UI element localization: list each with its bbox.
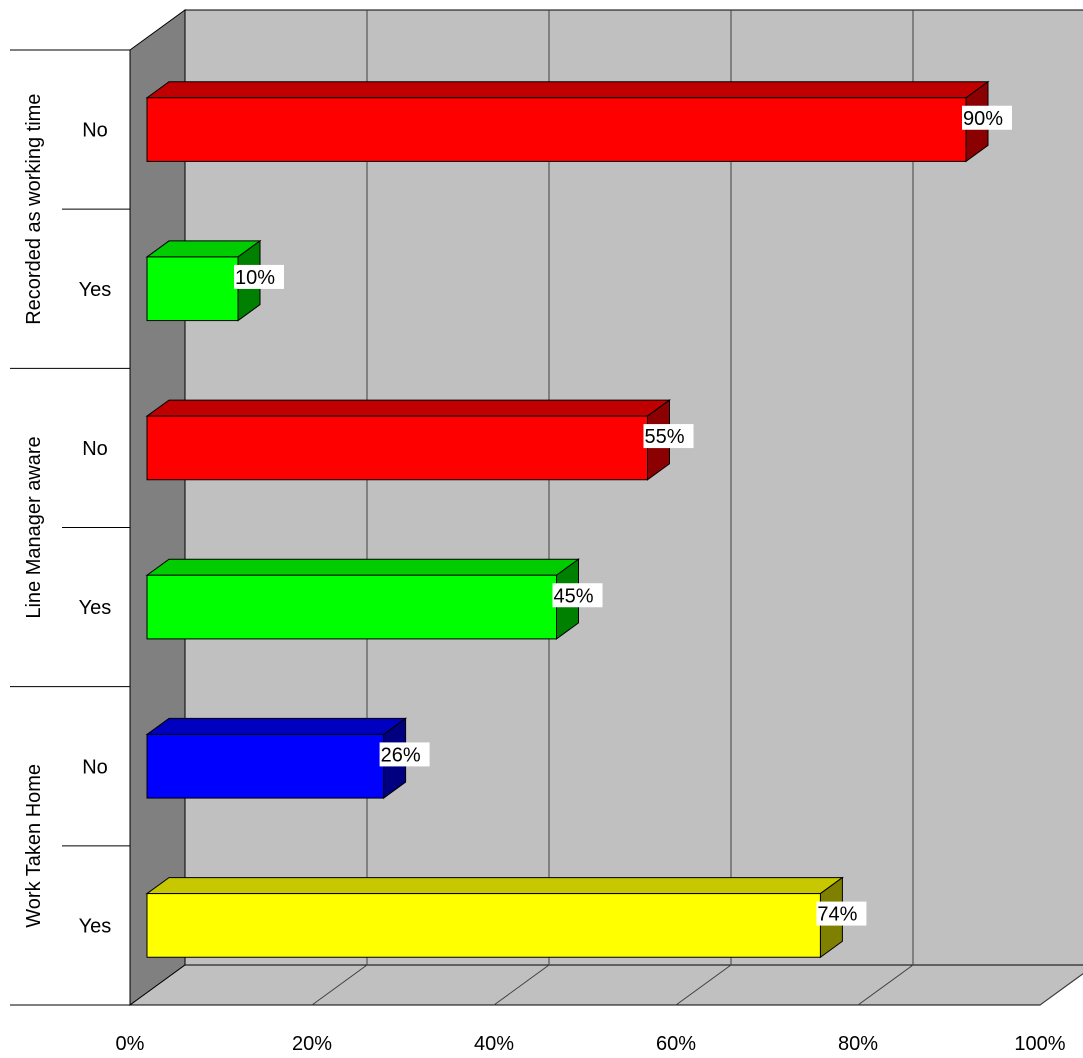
group-label: Work Taken Home (23, 764, 45, 928)
data-label-bg (234, 264, 284, 289)
bar (146, 256, 239, 322)
bar-top-face (145, 877, 844, 895)
gridlines (311, 10, 1083, 1006)
gridline-floor (857, 964, 914, 1006)
x-tick-label: 60% (656, 1033, 696, 1055)
data-label: 45% (554, 585, 594, 607)
data-label: 55% (645, 426, 685, 448)
data-label: 26% (381, 744, 421, 766)
bar (146, 893, 821, 958)
bar-top-face (145, 81, 990, 99)
bar-top-face (145, 399, 672, 417)
gridline-floor (493, 964, 550, 1006)
y-category-label: No (82, 120, 108, 142)
x-tick-label: 80% (838, 1033, 878, 1055)
bar-top-face (145, 558, 581, 576)
y-category-label: Yes (79, 915, 112, 937)
group-labels: Recorded as working time Line Manager awa… (23, 94, 45, 928)
y-category-label: No (82, 756, 108, 778)
bar-top-face (145, 717, 408, 735)
x-tick-label: 20% (292, 1033, 332, 1055)
data-label: 90% (963, 108, 1003, 130)
gridline-floor (1039, 973, 1083, 1006)
gridline-floor (675, 964, 732, 1006)
x-tick-label: 100% (1014, 1033, 1065, 1055)
y-category-label: Yes (79, 279, 112, 301)
y-category-labels: No Yes No Yes No Yes (79, 120, 112, 938)
gridline-floor (311, 964, 368, 1006)
x-tick-label: 0% (116, 1033, 145, 1055)
y-category-label: Yes (79, 597, 112, 619)
bar (146, 733, 385, 799)
bar (146, 574, 557, 640)
data-label-bg (816, 901, 867, 926)
data-label-bg (962, 105, 1012, 130)
data-labels: 90% 10% 55% 45% 26% 74% (234, 105, 1012, 926)
bar (146, 97, 967, 162)
bars (145, 80, 990, 959)
group-label: Line Manager aware (23, 436, 45, 618)
floor (128, 964, 1083, 1006)
axes (10, 49, 131, 1006)
y-category-label: No (82, 438, 108, 460)
x-tick-label: 40% (474, 1033, 514, 1055)
data-label: 10% (235, 267, 275, 289)
data-label-bg (643, 424, 694, 449)
data-label-bg (552, 583, 603, 608)
bar (146, 415, 648, 481)
x-tick-labels: 0% 20% 40% 60% 80% 100% (116, 1033, 1066, 1055)
data-label: 74% (817, 904, 857, 926)
group-label: Recorded as working time (23, 94, 45, 325)
data-label-bg (379, 742, 430, 767)
